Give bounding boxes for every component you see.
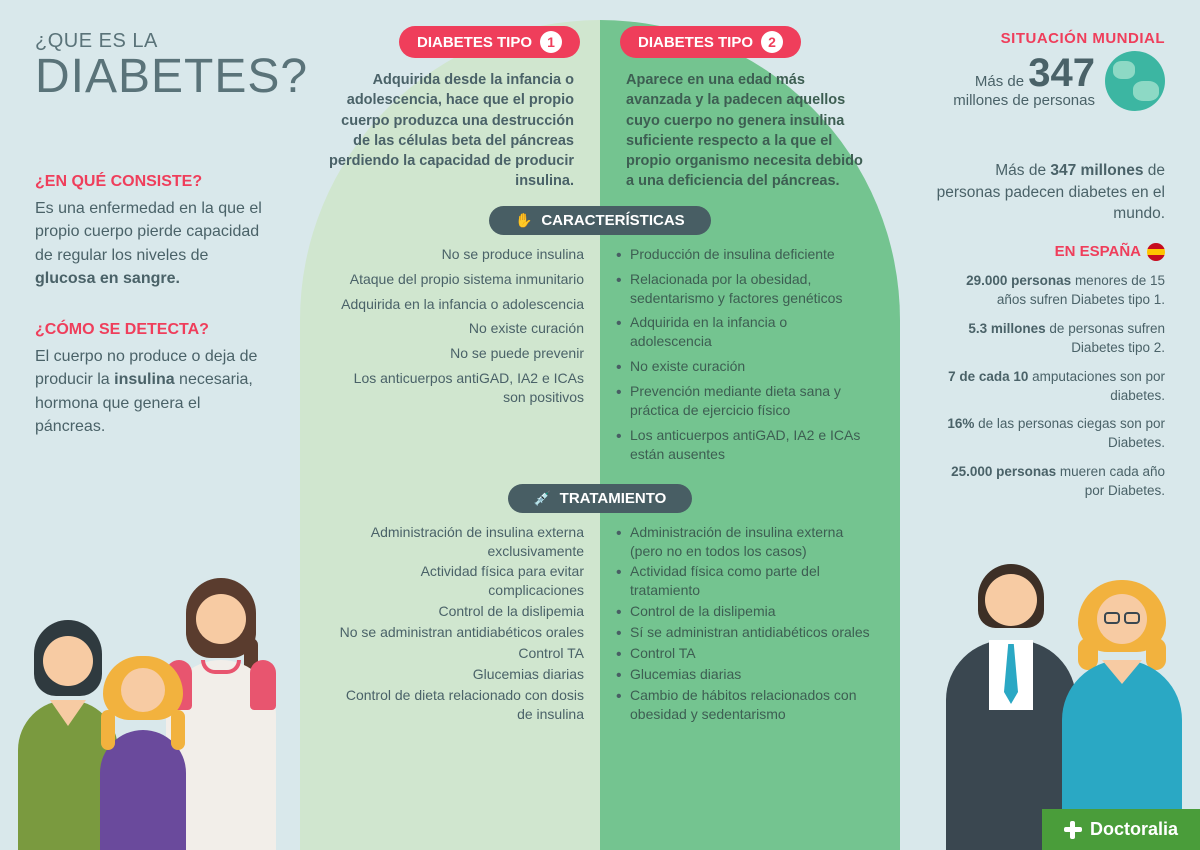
spain-stat: 5.3 millones de personas sufren Diabetes… bbox=[935, 320, 1165, 358]
tratamiento-type1: Control TA bbox=[330, 644, 584, 663]
caracteristica-type1: No existe curación bbox=[330, 319, 584, 338]
tratamiento-type1: Actividad física para evitar complicacio… bbox=[330, 562, 584, 600]
type1-desc: Adquirida desde la infancia o adolescenc… bbox=[300, 70, 600, 192]
spain-stat: 7 de cada 10 amputaciones son por diabet… bbox=[935, 368, 1165, 406]
caracteristica-type2: Adquirida en la infancia o adolescencia bbox=[616, 313, 870, 351]
brand-badge: Doctoralia bbox=[1042, 809, 1200, 850]
syringe-icon bbox=[534, 490, 550, 506]
question-2: ¿CÓMO SE DETECTA? bbox=[35, 318, 265, 341]
person-girl bbox=[100, 656, 186, 850]
spain-stat: 25.000 personas mueren cada año por Diab… bbox=[935, 463, 1165, 501]
left-column: ¿EN QUÉ CONSISTE? Es una enfermedad en l… bbox=[35, 170, 265, 466]
caracteristica-type2: Los anticuerpos antiGAD, IA2 e ICAs está… bbox=[616, 426, 870, 464]
hand-icon bbox=[515, 212, 531, 228]
tratamiento-compare: Administración de insulina externa exclu… bbox=[300, 523, 900, 726]
caracteristica-type1: Ataque del propio sistema inmunitario bbox=[330, 270, 584, 289]
type1-pill: DIABETES TIPO1 bbox=[399, 26, 580, 58]
brand-label: Doctoralia bbox=[1090, 819, 1178, 840]
center-content: DIABETES TIPO1 DIABETES TIPO2 Adquirida … bbox=[300, 20, 900, 726]
caracteristica-type2: Prevención mediante dieta sana y práctic… bbox=[616, 382, 870, 420]
tratamiento-type2: Actividad física como parte del tratamie… bbox=[616, 562, 870, 600]
caracteristica-type1: Adquirida en la infancia o adolescencia bbox=[330, 295, 584, 314]
people-right-illustration bbox=[946, 564, 1182, 850]
spain-flag-icon bbox=[1147, 243, 1165, 261]
tratamiento-type1: No se administran antidiabéticos orales bbox=[330, 623, 584, 642]
globe-icon bbox=[1105, 51, 1165, 111]
tratamiento-type2: Cambio de hábitos relacionados con obesi… bbox=[616, 686, 870, 724]
caracteristicas-pill: CARACTERÍSTICAS bbox=[489, 206, 710, 235]
tratamiento-type1: Control de la dislipemia bbox=[330, 602, 584, 621]
answer-2: El cuerpo no produce o deja de producir … bbox=[35, 345, 265, 438]
world-intro: Más de 347 millones de personas padecen … bbox=[935, 160, 1165, 225]
right-column: Más de 347 millones de personas padecen … bbox=[935, 160, 1165, 511]
caracteristica-type2: Relacionada por la obesidad, sedentarism… bbox=[616, 270, 870, 308]
title-block: ¿QUE ES LA DIABETES? bbox=[35, 30, 308, 101]
caracteristica-type1: Los anticuerpos antiGAD, IA2 e ICAs son … bbox=[330, 369, 584, 407]
type2-pill: DIABETES TIPO2 bbox=[620, 26, 801, 58]
world-text: Más de 347 millones de personas bbox=[953, 53, 1095, 110]
tratamiento-type2: Sí se administran antidiabéticos orales bbox=[616, 623, 870, 642]
tratamiento-type2: Control TA bbox=[616, 644, 870, 663]
spain-stat: 16% de las personas ciegas son por Diabe… bbox=[935, 415, 1165, 453]
tratamiento-type2: Control de la dislipemia bbox=[616, 602, 870, 621]
brand-icon bbox=[1064, 821, 1082, 839]
tratamiento-type1: Glucemias diarias bbox=[330, 665, 584, 684]
caracteristica-type1: No se produce insulina bbox=[330, 245, 584, 264]
people-left-illustration bbox=[18, 578, 276, 850]
spain-label: EN ESPAÑA bbox=[935, 241, 1165, 262]
tratamiento-pill: TRATAMIENTO bbox=[508, 484, 693, 513]
spain-stat: 29.000 personas menores de 15 años sufre… bbox=[935, 272, 1165, 310]
question-1: ¿EN QUÉ CONSISTE? bbox=[35, 170, 265, 193]
world-label: SITUACIÓN MUNDIAL bbox=[905, 30, 1165, 47]
caracteristica-type1: No se puede prevenir bbox=[330, 344, 584, 363]
type2-desc: Aparece en una edad más avanzada y la pa… bbox=[600, 70, 900, 192]
tratamiento-type2: Administración de insulina externa (pero… bbox=[616, 523, 870, 561]
world-block: SITUACIÓN MUNDIAL Más de 347 millones de… bbox=[905, 30, 1165, 111]
person-man bbox=[946, 564, 1076, 850]
tratamiento-type1: Control de dieta relacionado con dosis d… bbox=[330, 686, 584, 724]
tratamiento-type1: Administración de insulina externa exclu… bbox=[330, 523, 584, 561]
caracteristica-type2: Producción de insulina deficiente bbox=[616, 245, 870, 264]
caracteristicas-compare: No se produce insulina Ataque del propio … bbox=[300, 245, 900, 470]
tratamiento-type2: Glucemias diarias bbox=[616, 665, 870, 684]
title-big: DIABETES? bbox=[35, 53, 308, 101]
answer-1: Es una enfermedad en la que el propio cu… bbox=[35, 197, 265, 290]
caracteristica-type2: No existe curación bbox=[616, 357, 870, 376]
